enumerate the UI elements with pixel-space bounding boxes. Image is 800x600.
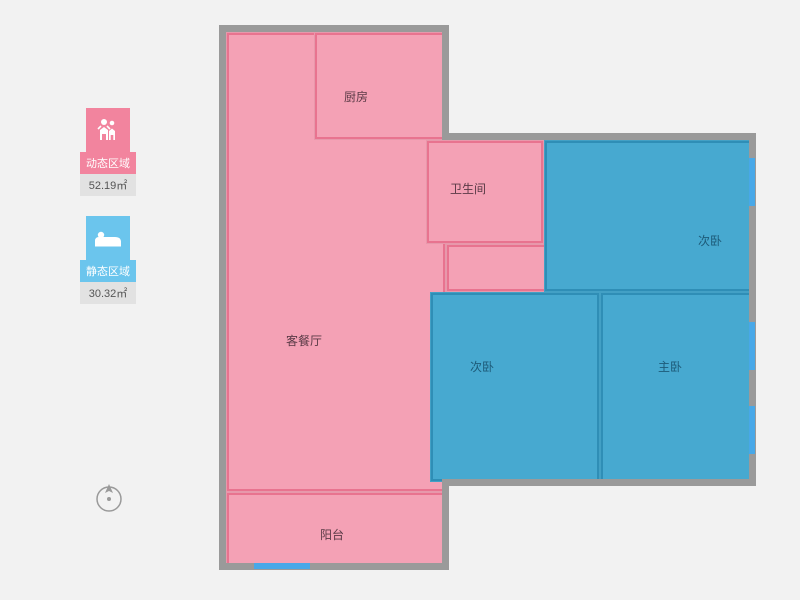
wall-6 — [442, 25, 449, 137]
wall-7 — [442, 479, 449, 570]
legend-dynamic: 动态区域 52.19㎡ — [78, 108, 138, 196]
window-0 — [749, 158, 755, 206]
room-bed2a — [544, 140, 752, 292]
wall-0 — [219, 25, 449, 32]
room-bed2b — [430, 292, 600, 482]
floorplan: 客餐厅厨房卫生间阳台次卧次卧主卧 — [216, 22, 762, 578]
window-2 — [749, 406, 755, 454]
room-label-bed2a: 次卧 — [698, 232, 722, 249]
room-label-master: 主卧 — [658, 358, 682, 375]
legend-static-label: 静态区域 — [80, 260, 136, 282]
people-icon — [86, 108, 130, 152]
wall-3 — [442, 133, 756, 140]
room-kitchen — [314, 32, 446, 140]
sleep-icon — [86, 216, 130, 260]
legend-static: 静态区域 30.32㎡ — [78, 216, 138, 304]
room-master — [600, 292, 752, 482]
legend-static-value: 30.32㎡ — [80, 282, 136, 304]
legend-panel: 动态区域 52.19㎡ 静态区域 30.32㎡ — [78, 108, 138, 324]
room-label-bed2b: 次卧 — [470, 358, 494, 375]
window-1 — [749, 322, 755, 370]
room-label-balcony: 阳台 — [320, 526, 344, 543]
legend-dynamic-value: 52.19㎡ — [80, 174, 136, 196]
room-label-living: 客餐厅 — [286, 332, 322, 349]
room-label-bath: 卫生间 — [450, 180, 486, 197]
legend-dynamic-label: 动态区域 — [80, 152, 136, 174]
room-label-kitchen: 厨房 — [344, 88, 368, 105]
window-3 — [254, 563, 310, 569]
wall-5 — [442, 479, 756, 486]
wall-1 — [219, 25, 226, 570]
compass-icon — [92, 480, 126, 519]
